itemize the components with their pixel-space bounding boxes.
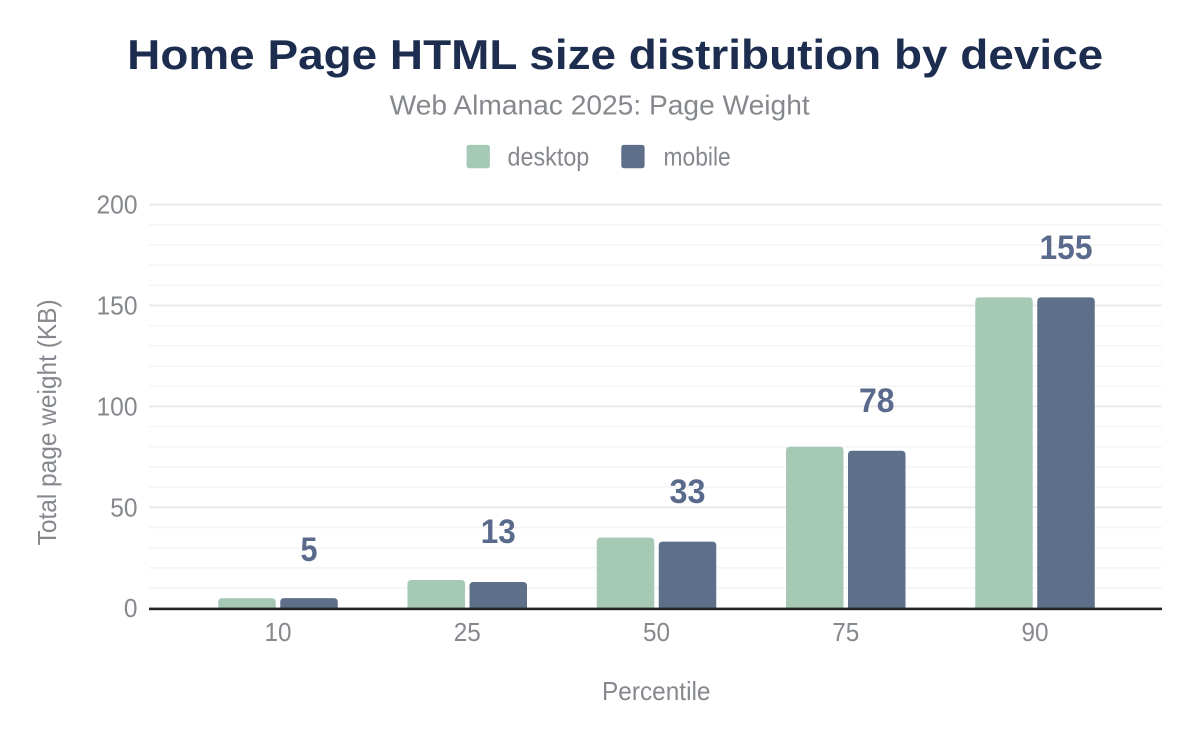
svg-text:75: 75 [832, 617, 859, 647]
svg-text:desktop: desktop [508, 142, 590, 172]
svg-text:25: 25 [454, 617, 481, 647]
svg-text:13: 13 [481, 513, 516, 551]
svg-text:mobile: mobile [664, 142, 731, 172]
svg-text:33: 33 [670, 473, 706, 511]
svg-text:Home Page HTML size distributi: Home Page HTML size distribution by devi… [127, 31, 1103, 78]
svg-text:10: 10 [265, 617, 292, 647]
svg-text:150: 150 [97, 290, 138, 320]
svg-text:100: 100 [97, 391, 138, 421]
svg-text:5: 5 [301, 531, 318, 569]
svg-text:200: 200 [97, 190, 138, 220]
svg-text:Total page weight (KB): Total page weight (KB) [32, 299, 62, 545]
svg-text:Percentile: Percentile [602, 676, 711, 706]
svg-text:50: 50 [643, 617, 670, 647]
svg-text:0: 0 [124, 593, 138, 623]
svg-text:Web Almanac 2025: Page Weight: Web Almanac 2025: Page Weight [390, 90, 810, 121]
svg-text:155: 155 [1040, 229, 1093, 267]
svg-text:50: 50 [110, 492, 137, 522]
svg-text:78: 78 [859, 382, 895, 420]
svg-text:90: 90 [1022, 617, 1049, 647]
